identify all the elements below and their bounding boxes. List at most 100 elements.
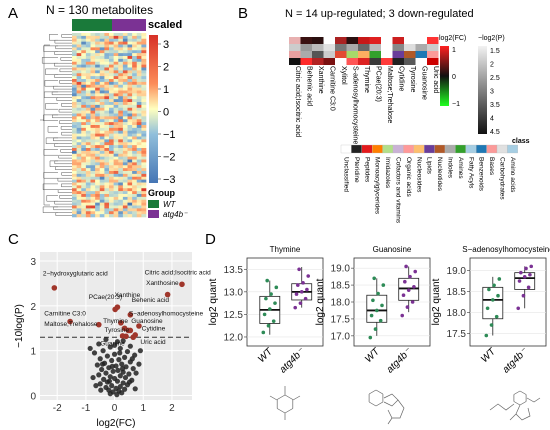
heatmap-cell	[81, 168, 87, 172]
heatmap-cell	[141, 162, 147, 166]
heatmap-cell	[85, 148, 91, 152]
regulated-cell	[335, 58, 347, 65]
heatmap-cell	[104, 73, 110, 77]
heatmap-cell	[113, 156, 119, 160]
heatmap-cell	[99, 211, 105, 215]
heatmap-cell	[127, 119, 133, 123]
heatmap-cell	[136, 44, 142, 48]
heatmap-cell	[136, 142, 142, 146]
heatmap-cell	[136, 156, 142, 160]
heatmap-cell	[81, 173, 87, 178]
heatmap-cell	[132, 122, 138, 126]
volcano-point	[119, 390, 125, 396]
heatmap-cell	[132, 70, 138, 74]
heatmap-cell	[118, 47, 124, 51]
heatmap-cell	[136, 116, 142, 120]
heatmap-cell	[90, 194, 96, 198]
heatmap-cell	[113, 171, 119, 175]
heatmap-cell	[141, 99, 147, 103]
dendrogram-lines	[40, 34, 72, 216]
volcano-point-label: Guanine	[100, 340, 125, 347]
heatmap-cell	[85, 194, 91, 198]
heatmap-cell	[95, 196, 101, 201]
boxplot-guanosine: Guanosine 17.0 17.5 18.0 18.5 19.0 log2 quant W…	[315, 245, 431, 376]
boxplot-category-label: atg4b⁻	[385, 346, 415, 376]
heatmap-cell	[99, 79, 105, 83]
heatmap-cell	[72, 171, 77, 175]
heatmap-cell	[76, 107, 82, 111]
heatmap-cell	[104, 188, 110, 192]
heatmap-cell	[132, 145, 138, 149]
heatmap-cell	[90, 136, 96, 140]
boxplot-point	[405, 305, 410, 309]
regulated-cell	[392, 51, 404, 58]
regulated-cell	[323, 58, 335, 65]
heatmap-cell	[76, 168, 82, 172]
heatmap-cell	[99, 145, 105, 149]
heatmap-cell	[76, 47, 82, 51]
volcano-point-label: S−adenosylhomocysteine	[129, 311, 204, 318]
heatmap-cell	[127, 125, 133, 129]
heatmap-cell	[95, 188, 101, 192]
heatmap-cell	[127, 81, 133, 86]
heatmap-cell	[104, 107, 110, 111]
heatmap-cell	[113, 214, 119, 218]
boxplot-point	[517, 279, 522, 283]
heatmap-cell	[99, 153, 105, 157]
boxplot-point	[492, 283, 496, 288]
heatmap-cell	[113, 67, 119, 71]
regulated-cell	[300, 44, 312, 51]
volcano-point	[97, 356, 103, 362]
heatmap-cell	[99, 107, 105, 111]
regulated-heatmap	[289, 37, 439, 65]
heatmap-cell	[141, 87, 147, 91]
regulated-cell	[381, 37, 393, 44]
heatmap-cell	[99, 139, 105, 143]
p-colorbar	[478, 46, 487, 134]
heatmap-cell	[113, 125, 119, 129]
heatmap-cell	[95, 44, 101, 48]
heatmap-cell	[132, 81, 138, 86]
volcano-point-label: Xanthosine	[146, 280, 179, 287]
heatmap-cell	[76, 162, 82, 166]
heatmap-cell	[76, 41, 82, 45]
heatmap-cell	[141, 79, 147, 83]
heatmap-cell	[127, 199, 133, 203]
heatmap-cell	[109, 162, 114, 166]
heatmap-cell	[122, 153, 128, 157]
heatmap-cell	[141, 110, 147, 114]
boxplot-point	[274, 285, 279, 290]
heatmap-cell	[136, 81, 142, 86]
heatmap-cell	[132, 136, 138, 140]
heatmap-cell	[90, 182, 96, 186]
heatmap-cell	[109, 188, 114, 192]
heatmap-cell	[141, 70, 147, 74]
heatmap-cell	[90, 156, 96, 160]
class-label: Amines	[457, 157, 464, 179]
heatmap-cell	[81, 107, 87, 111]
class-swatch	[434, 144, 446, 154]
heatmap-cell	[122, 84, 128, 88]
legend-label-wt: WT	[163, 200, 177, 209]
heatmap-cell	[132, 148, 138, 152]
heatmap-cell	[90, 208, 96, 212]
heatmap-cell	[95, 156, 101, 160]
heatmap-cell	[122, 208, 128, 212]
heatmap-cell	[132, 171, 138, 175]
heatmap-cell	[85, 79, 91, 83]
heatmap-cell	[118, 35, 124, 40]
heatmap-cell	[76, 182, 82, 186]
heatmap-cell	[81, 102, 87, 106]
heatmap-cell	[118, 148, 124, 152]
heatmap-cell	[99, 150, 105, 155]
volcano-point-label: Uric acid	[140, 339, 166, 346]
boxplot-point	[369, 313, 374, 318]
heatmap-cell	[113, 191, 119, 195]
heatmap-cell	[85, 162, 91, 166]
regulated-cell	[427, 44, 439, 51]
class-legend-title: class	[512, 138, 530, 145]
heatmap-cell	[72, 56, 77, 60]
y-tick-label: 1	[30, 347, 36, 358]
heatmap-cell	[81, 67, 87, 71]
boxplot-point	[372, 276, 377, 281]
